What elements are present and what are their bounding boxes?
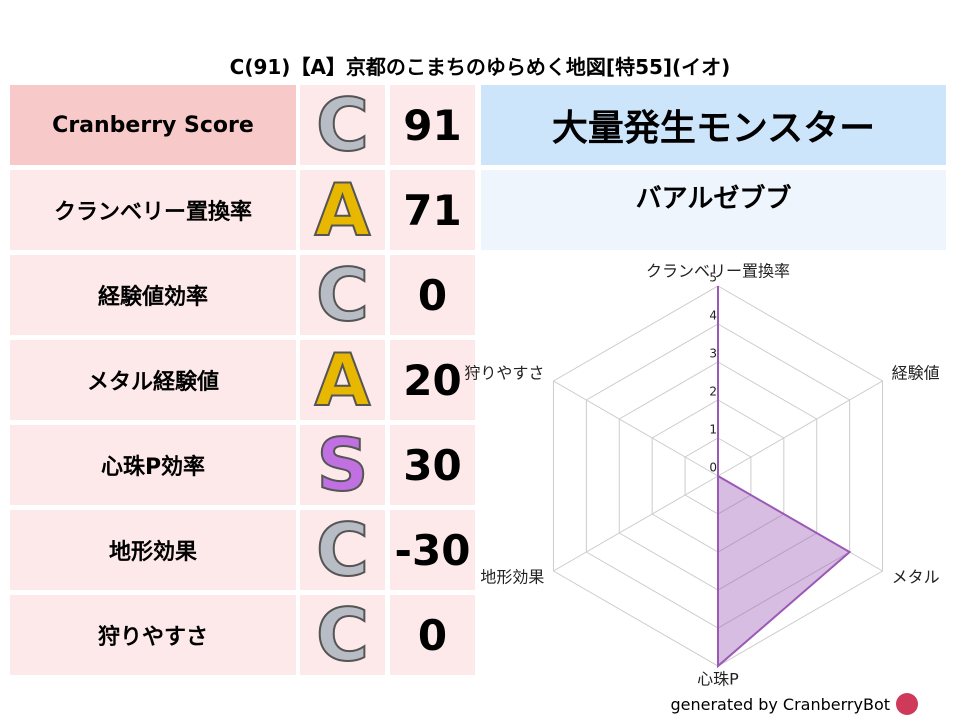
monster-name: バアルゼブブ — [481, 170, 946, 250]
row-label: メタル経験値 — [10, 340, 296, 420]
axis-label: クランベリー置換率 — [646, 262, 790, 281]
axis-label: 狩りやすさ — [464, 364, 544, 383]
spoke — [553, 380, 719, 477]
score: -30 — [390, 510, 475, 590]
tick-label: 5 — [709, 271, 717, 285]
page-title: C(91)【A】京都のこまちのゆらめく地図[特55](イオ) — [229, 54, 731, 79]
tick-label: 2 — [709, 385, 717, 399]
row-label: 心珠P効率 — [10, 425, 296, 505]
row-label: 狩りやすさ — [10, 595, 296, 675]
grade: A — [300, 167, 385, 253]
grade: A — [300, 337, 385, 423]
monster-heading: 大量発生モンスター — [481, 85, 946, 165]
row-label: Cranberry Score — [10, 85, 296, 165]
score: 0 — [390, 595, 475, 675]
score: 0 — [390, 255, 475, 335]
axis-label: 心珠P — [697, 670, 739, 689]
grade: C — [300, 592, 385, 678]
grade: S — [300, 422, 385, 508]
spoke — [717, 380, 883, 477]
score: 20 — [390, 340, 475, 420]
score: 71 — [390, 170, 475, 250]
axis-label: 地形効果 — [480, 568, 544, 587]
row-label: 経験値効率 — [10, 255, 296, 335]
tick-label: 1 — [709, 423, 717, 437]
credit: generated by CranberryBot — [670, 690, 918, 718]
grade: C — [300, 252, 385, 338]
axis-label: メタル — [892, 568, 940, 587]
credit-text: generated by CranberryBot — [670, 694, 890, 714]
radar-area — [717, 286, 852, 669]
bot-icon — [896, 693, 918, 715]
grade: C — [300, 82, 385, 168]
spoke — [553, 475, 719, 572]
axis-label: 経験値 — [892, 364, 940, 383]
score: 30 — [390, 425, 475, 505]
tick-label: 4 — [709, 309, 717, 323]
row-label: 地形効果 — [10, 510, 296, 590]
grade: C — [300, 507, 385, 593]
tick-label: 3 — [709, 347, 717, 361]
row-label: クランベリー置換率 — [10, 170, 296, 250]
tick-label: 0 — [709, 461, 717, 475]
score: 91 — [390, 85, 475, 165]
